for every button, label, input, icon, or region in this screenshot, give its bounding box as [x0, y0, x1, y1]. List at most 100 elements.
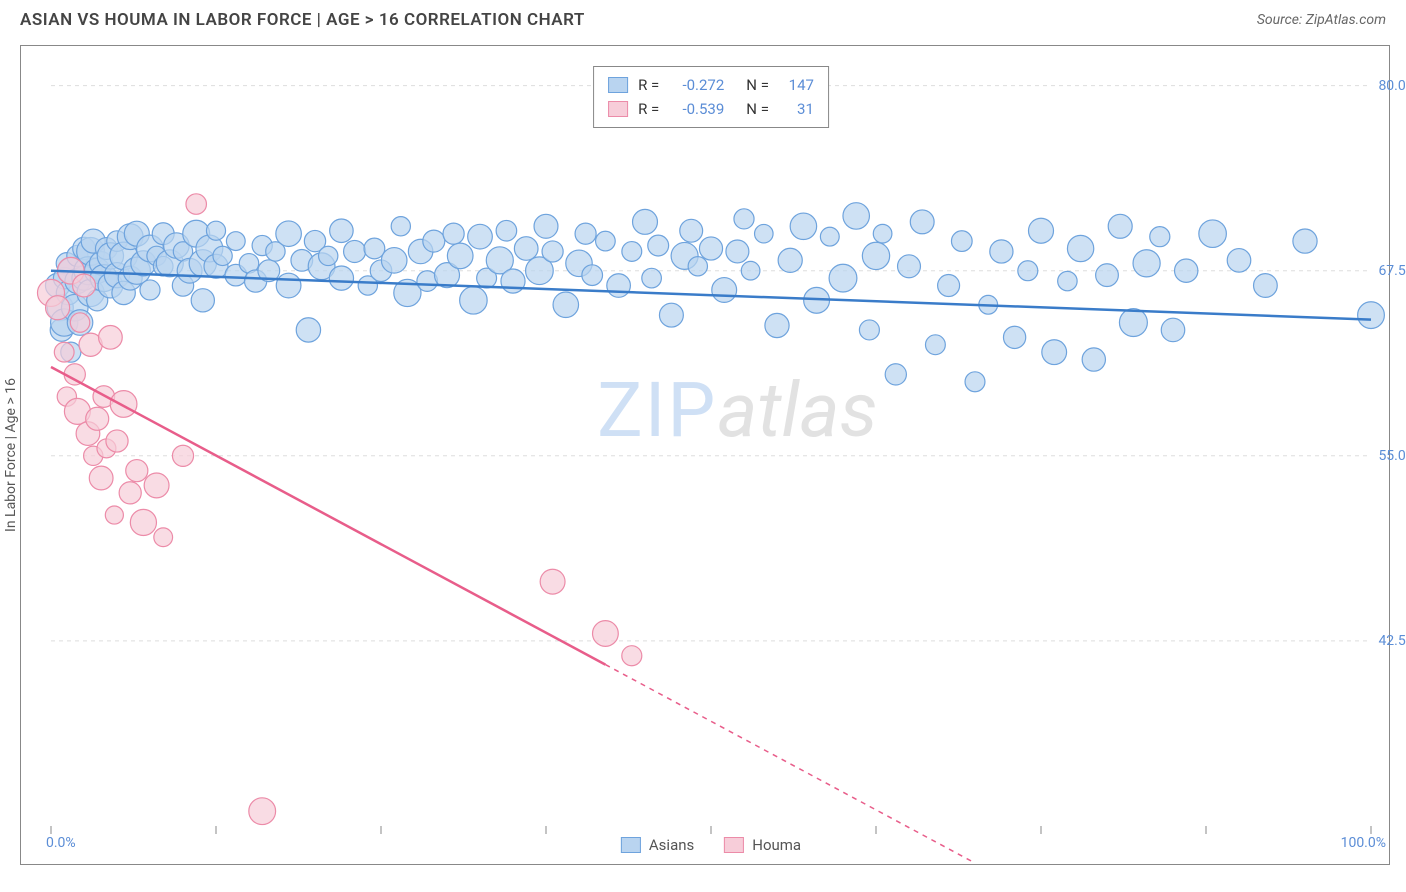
- data-point: [1096, 264, 1119, 287]
- data-point: [46, 296, 70, 320]
- y-tick-label: 42.5%: [1378, 633, 1406, 649]
- data-point: [1358, 302, 1385, 329]
- data-point: [54, 342, 74, 362]
- chart-container: In Labor Force | Age > 16 ZIPatlas R = -…: [20, 45, 1390, 865]
- legend-swatch: [724, 837, 744, 853]
- legend-r-label: R =: [638, 73, 659, 97]
- legend-n-label: N =: [746, 73, 769, 97]
- data-point: [734, 209, 754, 229]
- legend-stat-row: R = -0.272 N = 147: [608, 73, 814, 97]
- data-point: [862, 242, 889, 269]
- scatter-svg: [51, 56, 1371, 826]
- data-point: [460, 287, 488, 315]
- legend-stats: R = -0.272 N = 147 R = -0.539 N = 31: [593, 66, 829, 128]
- data-point: [726, 240, 749, 263]
- data-point: [329, 266, 353, 290]
- data-point: [186, 194, 206, 214]
- data-point: [898, 255, 921, 278]
- data-point: [89, 466, 113, 490]
- data-point: [582, 265, 603, 286]
- data-point: [859, 320, 879, 340]
- y-tick-label: 80.0%: [1378, 78, 1406, 94]
- data-point: [843, 203, 869, 229]
- data-point: [276, 273, 301, 298]
- legend-n-value: 147: [779, 73, 814, 97]
- data-point: [593, 621, 619, 647]
- data-point: [553, 292, 579, 318]
- data-point: [575, 223, 596, 244]
- data-point: [443, 223, 464, 244]
- trendline: [51, 271, 1371, 320]
- chart-source: Source: ZipAtlas.com: [1257, 12, 1386, 28]
- data-point: [607, 274, 631, 298]
- data-point: [381, 248, 407, 274]
- data-point: [1082, 348, 1105, 371]
- data-point: [105, 506, 123, 524]
- legend-swatch: [608, 101, 628, 117]
- data-point: [1028, 218, 1053, 243]
- x-tick-right: 100.0%: [1341, 835, 1386, 851]
- data-point: [249, 798, 276, 825]
- data-point: [1293, 229, 1317, 253]
- y-axis-label: In Labor Force | Age > 16: [3, 378, 19, 532]
- data-point: [755, 224, 774, 243]
- data-point: [496, 220, 517, 241]
- data-point: [622, 242, 642, 262]
- data-point: [1018, 261, 1038, 281]
- chart-title: ASIAN VS HOUMA IN LABOR FORCE | AGE > 16…: [20, 10, 585, 30]
- data-point: [925, 335, 945, 355]
- data-point: [106, 430, 128, 452]
- data-point: [1199, 220, 1227, 248]
- data-point: [910, 210, 934, 234]
- data-point: [659, 303, 683, 327]
- data-point: [296, 318, 320, 342]
- data-point: [540, 569, 565, 594]
- data-point: [213, 246, 232, 265]
- data-point: [688, 257, 707, 276]
- legend-swatch: [621, 837, 641, 853]
- data-point: [191, 289, 214, 312]
- y-tick-label: 67.5%: [1378, 263, 1406, 279]
- data-point: [1227, 249, 1251, 273]
- data-point: [501, 269, 525, 293]
- data-point: [596, 231, 616, 251]
- data-point: [206, 221, 225, 240]
- data-point: [140, 280, 160, 300]
- legend-r-value: -0.539: [669, 97, 724, 121]
- data-point: [1133, 250, 1160, 277]
- data-point: [873, 224, 892, 243]
- data-point: [144, 473, 169, 498]
- data-point: [778, 248, 802, 272]
- data-point: [642, 268, 662, 288]
- data-point: [622, 646, 642, 666]
- data-point: [938, 275, 960, 297]
- data-point: [1003, 326, 1025, 348]
- data-point: [699, 237, 722, 260]
- data-point: [73, 274, 96, 297]
- plot-area: ZIPatlas R = -0.272 N = 147 R = -0.539 N…: [51, 56, 1371, 826]
- data-point: [1161, 318, 1184, 341]
- legend-n-value: 31: [779, 97, 814, 121]
- data-point: [1119, 309, 1147, 337]
- data-point: [542, 241, 563, 262]
- data-point: [391, 217, 410, 236]
- data-point: [226, 232, 245, 251]
- data-point: [319, 246, 338, 265]
- legend-series-label: Houma: [752, 836, 801, 854]
- legend-n-label: N =: [746, 97, 769, 121]
- y-tick-label: 55.0%: [1378, 448, 1406, 464]
- data-point: [680, 219, 703, 242]
- legend-series-item: Asians: [621, 836, 694, 854]
- data-point: [712, 278, 737, 303]
- data-point: [119, 482, 141, 504]
- x-tick-left: 0.0%: [46, 835, 76, 851]
- legend-r-label: R =: [638, 97, 659, 121]
- data-point: [648, 235, 669, 256]
- legend-r-value: -0.272: [669, 73, 724, 97]
- data-point: [276, 221, 302, 247]
- data-point: [110, 391, 137, 418]
- data-point: [765, 313, 789, 337]
- data-point: [154, 528, 173, 547]
- data-point: [344, 240, 366, 262]
- data-point: [99, 326, 123, 350]
